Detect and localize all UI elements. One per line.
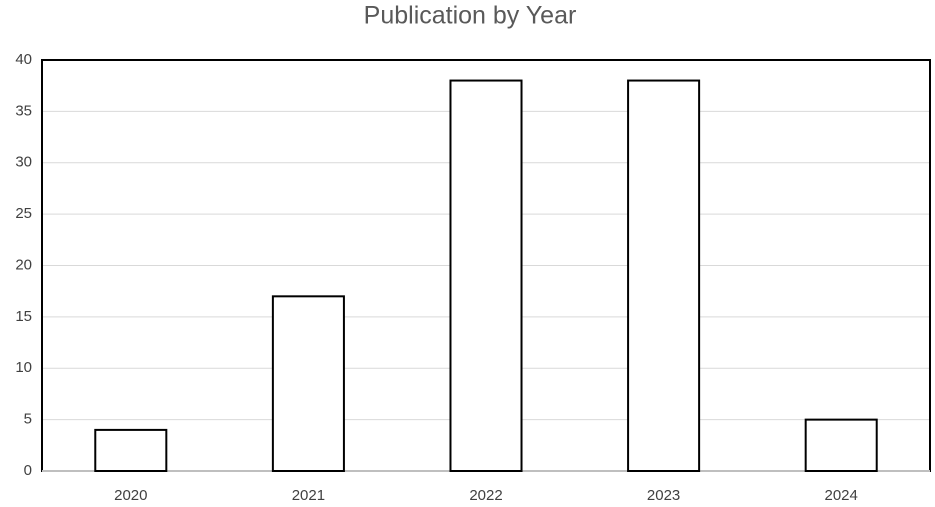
bar xyxy=(804,418,878,472)
y-tick-label: 30 xyxy=(15,154,32,171)
bar xyxy=(627,79,701,473)
y-tick-label: 5 xyxy=(24,411,32,428)
y-tick-label: 25 xyxy=(15,205,32,222)
x-tick-label: 2024 xyxy=(825,487,858,504)
y-tick-label: 20 xyxy=(15,256,32,273)
x-tick-label: 2023 xyxy=(647,487,680,504)
chart-title: Publication by Year xyxy=(364,2,577,30)
y-tick-label: 10 xyxy=(15,359,32,376)
bar xyxy=(94,428,168,472)
bar xyxy=(271,295,345,473)
y-tick-label: 15 xyxy=(15,308,32,325)
x-tick-label: 2020 xyxy=(114,487,147,504)
y-tick-label: 0 xyxy=(24,462,32,479)
y-tick-label: 40 xyxy=(15,51,32,68)
bar xyxy=(449,79,523,473)
x-tick-label: 2021 xyxy=(292,487,325,504)
y-tick-label: 35 xyxy=(15,102,32,119)
x-tick-label: 2022 xyxy=(469,487,502,504)
